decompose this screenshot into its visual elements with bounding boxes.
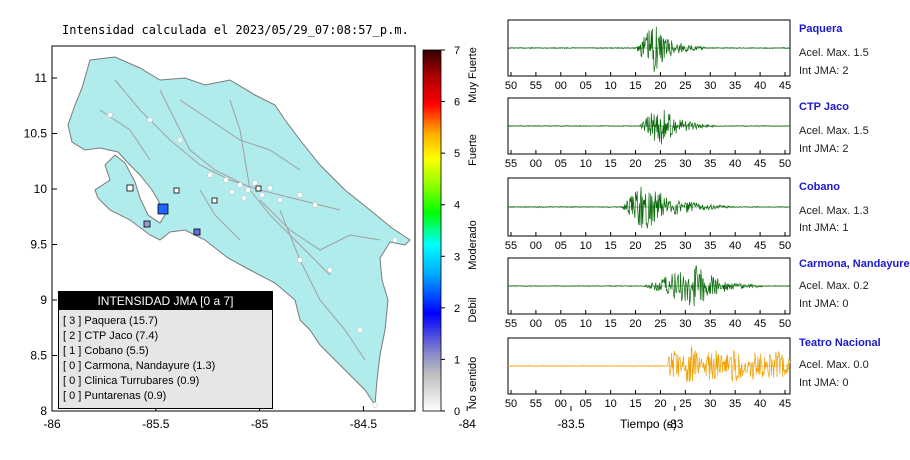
map-x-tick-label: -84.5 (350, 417, 378, 431)
trace-station-label: Paquera (799, 23, 843, 35)
colorbar-category-label: Muy Fuerte (467, 47, 479, 103)
colorbar-tick-label: 3 (454, 251, 460, 263)
trace-station-label: Teatro Nacional (799, 337, 881, 349)
trace-acel: Acel. Max. 1.5 (799, 125, 869, 137)
intensity-legend: INTENSIDAD JMA [0 a 7] [ 3 ] Paquera (15… (58, 291, 273, 409)
map-x-ticks: -86 -85.5 -85 -84.5 -84 -83.5 -83 (43, 406, 684, 431)
legend-item: [ 0 ] Puntarenas (0.9) (63, 390, 167, 402)
trace-int: Int JMA: 0 (799, 377, 849, 389)
costa-rica-shape (67, 56, 411, 407)
legend-item: [ 2 ] CTP Jaco (7.4) (63, 330, 159, 342)
trace-acel: Acel. Max. 1.5 (799, 47, 869, 59)
map-y-tick-label: 8 (40, 404, 47, 418)
trace-acel: Acel. Max. 1.3 (799, 205, 869, 217)
colorbar-tick-label: 6 (454, 97, 460, 109)
map-y-tick-label: 10 (34, 182, 48, 196)
map-y-ticks: 11 10.5 10 9.5 9 8.5 8 (24, 71, 57, 418)
map-x-tick-label: -83.5 (557, 417, 585, 431)
map-y-tick-label: 11 (35, 71, 48, 85)
map-x-tick-label: -85.5 (142, 417, 170, 431)
station-paquera-marker (157, 203, 169, 215)
colorbar-labels: Muy Fuerte Fuerte Moderado Debil No sentido (467, 47, 479, 409)
trace-station-label: CTP Jaco (799, 101, 849, 113)
legend-item: [ 0 ] Clinica Turrubares (0.9) (63, 375, 200, 387)
map-y-tick-label: 10.5 (24, 127, 48, 141)
colorbar-category-label: Moderado (467, 220, 479, 270)
colorbar-tick-label: 2 (454, 303, 460, 315)
colorbar-tick-label: 1 (454, 354, 460, 366)
station-carmona-marker (126, 184, 134, 192)
colorbar-tick-label: 7 (454, 45, 460, 57)
map-x-tick-label: -85 (251, 417, 269, 431)
trace-station-label: Cobano (799, 181, 840, 193)
trace-int: Int JMA: 1 (799, 222, 849, 234)
colorbar-category-label: Debil (467, 297, 479, 322)
map-x-tick-label: -86 (43, 417, 61, 431)
trace-int: Int JMA: 2 (799, 65, 849, 77)
legend-item: [ 3 ] Paquera (15.7) (63, 315, 158, 327)
map-y-tick-label: 9 (40, 293, 47, 307)
colorbar-category-label: No sentido (467, 357, 479, 410)
legend-title: INTENSIDAD JMA [0 a 7] (59, 292, 272, 310)
station-cobano-marker (143, 220, 151, 228)
page-title: Intensidad calculada el 2023/05/29_07:08… (62, 23, 409, 37)
legend-item: [ 0 ] Carmona, Nandayure (1.3) (63, 360, 216, 372)
trace-station-label: Carmona, Nandayure (799, 258, 910, 270)
trace-int: Int JMA: 0 (799, 298, 849, 310)
colorbar-tick-label: 5 (454, 148, 460, 160)
station-other-marker (211, 197, 218, 204)
station-other-marker (255, 185, 262, 192)
legend-item: [ 1 ] Cobano (5.5) (63, 345, 149, 357)
station-jaco-marker (193, 228, 201, 236)
map-x-tick-label: -83 (666, 417, 684, 431)
trace-acel: Acel. Max. 0.0 (799, 359, 869, 371)
trace-int: Int JMA: 2 (799, 143, 849, 155)
station-other-marker (173, 187, 180, 194)
trace-acel: Acel. Max. 0.2 (799, 280, 869, 292)
colorbar (422, 49, 442, 412)
x-axis-label: Tiempo (s) (620, 417, 677, 431)
colorbar-ticks: 7 6 5 4 3 2 1 0 (441, 45, 460, 418)
map-y-tick-label: 9.5 (30, 238, 47, 252)
colorbar-tick-label: 0 (454, 406, 460, 418)
map-x-tick-label: -84 (459, 417, 477, 431)
colorbar-category-label: Fuerte (467, 134, 479, 166)
map-y-tick-label: 8.5 (30, 349, 47, 363)
colorbar-tick-label: 4 (454, 200, 460, 212)
